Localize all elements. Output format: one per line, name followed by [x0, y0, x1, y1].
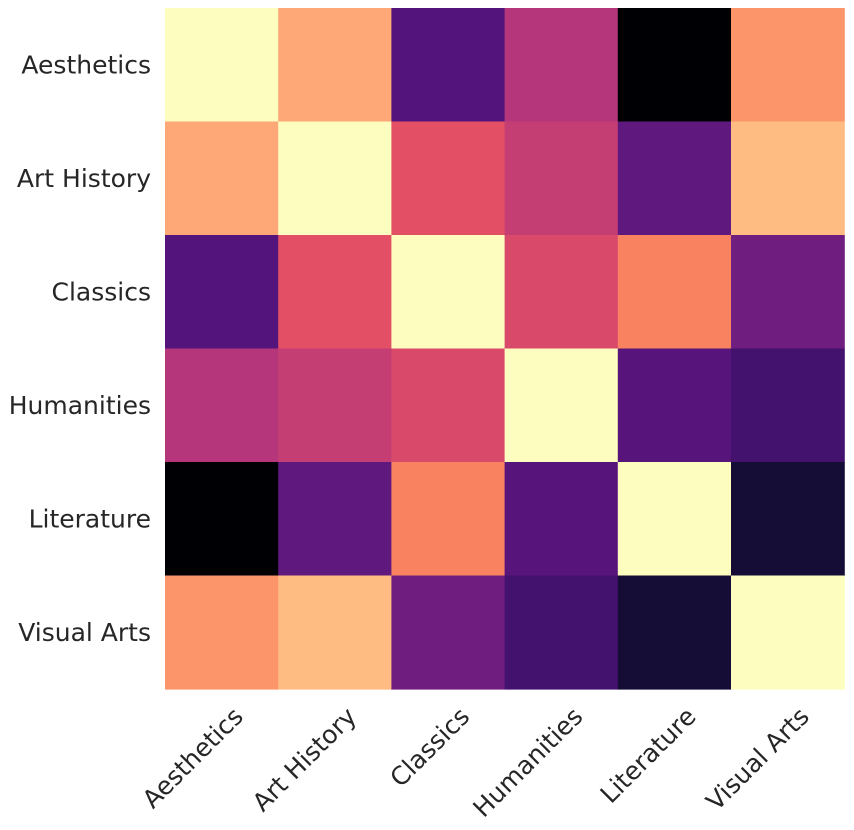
- heatmap-cell: [165, 462, 279, 577]
- heatmap-cell: [278, 348, 392, 463]
- heatmap-cell: [278, 235, 392, 350]
- heatmap-cell: [391, 575, 506, 690]
- x-tick-label: Art History: [247, 702, 362, 817]
- heatmap-cell: [165, 348, 279, 463]
- y-tick-label: Humanities: [9, 391, 151, 420]
- heatmap-cell: [391, 121, 506, 236]
- heatmap-cell: [504, 235, 619, 350]
- heatmap-cell: [278, 575, 392, 690]
- heatmap-cell: [278, 121, 392, 236]
- x-tick-label: Literature: [595, 702, 702, 809]
- x-tick-label: Classics: [384, 702, 475, 793]
- heatmap-cell: [165, 235, 279, 350]
- y-tick-label: Art History: [17, 164, 151, 193]
- heatmap-cell: [617, 462, 732, 577]
- heatmap-cell: [504, 348, 619, 463]
- x-tick-label: Aesthetics: [137, 702, 249, 814]
- heatmap-cells: [165, 8, 845, 690]
- heatmap-cell: [731, 462, 845, 577]
- x-tick-label: Humanities: [467, 702, 588, 823]
- heatmap-cell: [617, 575, 732, 690]
- heatmap-cell: [391, 235, 506, 350]
- heatmap-cell: [504, 8, 619, 123]
- heatmap-cell: [617, 8, 732, 123]
- heatmap-cell: [731, 575, 845, 690]
- y-tick-label: Classics: [52, 277, 152, 306]
- heatmap-cell: [731, 121, 845, 236]
- heatmap-cell: [617, 348, 732, 463]
- y-tick-label: Aesthetics: [21, 50, 151, 79]
- y-tick-label: Visual Arts: [18, 618, 151, 647]
- y-tick-label: Literature: [29, 504, 151, 533]
- heatmap-cell: [165, 8, 279, 123]
- heatmap-cell: [165, 121, 279, 236]
- x-tick-label: Visual Arts: [700, 702, 814, 816]
- heatmap-cell: [731, 235, 845, 350]
- heatmap-cell: [617, 121, 732, 236]
- heatmap-cell: [278, 8, 392, 123]
- heatmap-cell: [391, 348, 506, 463]
- heatmap-cell: [617, 235, 732, 350]
- heatmap-cell: [278, 462, 392, 577]
- heatmap-cell: [504, 462, 619, 577]
- heatmap-cell: [731, 8, 845, 123]
- heatmap-cell: [504, 121, 619, 236]
- heatmap-cell: [391, 462, 506, 577]
- heatmap-cell: [391, 8, 506, 123]
- heatmap-cell: [731, 348, 845, 463]
- heatmap-cell: [504, 575, 619, 690]
- y-axis-tick-labels: Aesthetics Art History Classics Humanities L…: [9, 50, 151, 647]
- heatmap-cell: [165, 575, 279, 690]
